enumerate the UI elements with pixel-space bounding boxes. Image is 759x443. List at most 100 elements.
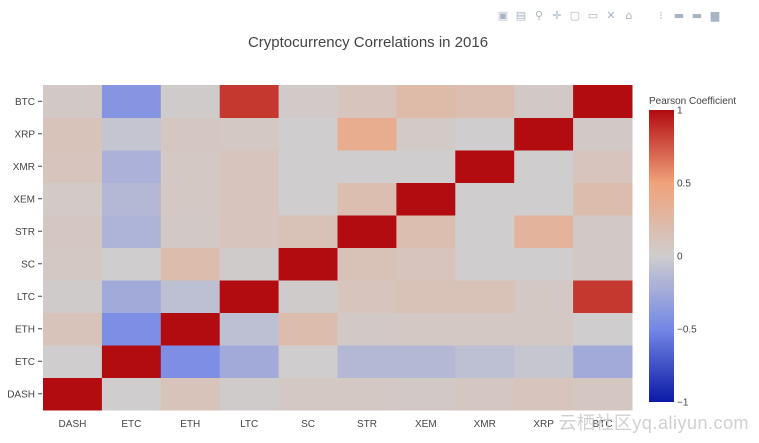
heatmap-cell-dash-xem[interactable] [396,377,456,411]
heatmap-cell-eth-xrp[interactable] [514,312,574,346]
heatmap-cell-btc-xrp[interactable] [514,85,574,118]
heatmap-cell-xem-xem[interactable] [396,182,456,216]
heatmap-cell-ltc-etc[interactable] [101,280,162,313]
autoscale-icon[interactable]: ✕ [606,8,616,22]
heatmap-cell-eth-xem[interactable] [396,312,456,346]
heatmap-cell-dash-etc[interactable] [101,377,162,411]
heatmap-cell-xem-sc[interactable] [278,182,338,216]
heatmap-cell-btc-xem[interactable] [396,85,456,118]
heatmap-cell-etc-eth[interactable] [160,345,221,378]
heatmap-cell-xmr-sc[interactable] [278,150,338,183]
heatmap-cell-btc-btc[interactable] [573,85,633,118]
heatmap-cell-dash-eth[interactable] [160,377,221,411]
heatmap-cell-xmr-dash[interactable] [43,150,103,183]
heatmap-cell-btc-dash[interactable] [43,85,103,118]
heatmap-cell-sc-eth[interactable] [160,247,221,281]
heatmap-cell-eth-etc[interactable] [101,312,162,346]
heatmap-cell-str-xem[interactable] [396,215,456,248]
heatmap-cell-etc-xmr[interactable] [455,345,515,378]
heatmap-cell-xmr-xrp[interactable] [514,150,574,183]
heatmap-cell-etc-btc[interactable] [573,345,633,378]
heatmap-cell-xrp-xmr[interactable] [455,117,515,151]
heatmap-cell-xrp-xem[interactable] [396,117,456,151]
heatmap-cell-xrp-sc[interactable] [278,117,338,151]
heatmap-cell-btc-xmr[interactable] [455,85,515,118]
heatmap-cell-eth-xmr[interactable] [455,312,515,346]
heatmap-cell-str-ltc[interactable] [219,215,280,248]
camera-icon[interactable]: ▣ [497,8,509,22]
heatmap-cell-ltc-btc[interactable] [573,280,633,313]
heatmap-cell-eth-btc[interactable] [573,312,633,346]
heatmap-cell-btc-ltc[interactable] [219,85,280,118]
heatmap-cell-str-eth[interactable] [160,215,221,248]
heatmap-cell-sc-sc[interactable] [278,247,338,281]
heatmap-cell-xmr-str[interactable] [337,150,397,183]
heatmap-cell-dash-btc[interactable] [573,377,633,411]
heatmap-cell-btc-eth[interactable] [160,85,221,118]
heatmap-cell-xem-etc[interactable] [101,182,162,216]
heatmap-cell-xem-str[interactable] [337,182,397,216]
heatmap-cell-xrp-xrp[interactable] [514,117,574,151]
heatmap-cell-etc-etc[interactable] [101,345,162,378]
pan-icon[interactable]: ✛ [552,8,562,22]
heatmap-cell-xmr-xem[interactable] [396,150,456,183]
heatmap-cell-xmr-xmr[interactable] [455,150,515,183]
heatmap-cell-str-etc[interactable] [101,215,162,248]
heatmap-cell-ltc-xem[interactable] [396,280,456,313]
heatmap-cell-sc-etc[interactable] [101,247,162,281]
heatmap-cell-btc-etc[interactable] [101,85,162,118]
heatmap-cell-xrp-dash[interactable] [43,117,103,151]
save-icon[interactable]: ▤ [515,8,527,22]
hover-compare-icon[interactable]: ▬ [691,8,703,22]
heatmap-cell-ltc-xmr[interactable] [455,280,515,313]
heatmap-cell-dash-xmr[interactable] [455,377,515,411]
heatmap-cell-sc-xrp[interactable] [514,247,574,281]
heatmap-cell-eth-str[interactable] [337,312,397,346]
heatmap-cell-dash-ltc[interactable] [219,377,280,411]
heatmap-cell-etc-str[interactable] [337,345,397,378]
heatmap-cell-xrp-btc[interactable] [573,117,633,151]
heatmap-cell-ltc-dash[interactable] [43,280,103,313]
heatmap-cell-ltc-xrp[interactable] [514,280,574,313]
heatmap-cell-etc-sc[interactable] [278,345,338,378]
heatmap-cell-xmr-etc[interactable] [101,150,162,183]
plotly-logo-icon[interactable]: ▆ [710,8,720,22]
heatmap-cell-xmr-btc[interactable] [573,150,633,183]
heatmap-cell-btc-str[interactable] [337,85,397,118]
hover-closest-icon[interactable]: ▬ [673,8,685,22]
heatmap-cell-dash-sc[interactable] [278,377,338,411]
heatmap-cell-sc-dash[interactable] [43,247,103,281]
heatmap-cell-str-dash[interactable] [43,215,103,248]
heatmap-cell-sc-btc[interactable] [573,247,633,281]
heatmap-cell-dash-xrp[interactable] [514,377,574,411]
heatmap-cell-eth-dash[interactable] [43,312,103,346]
heatmap-cell-xrp-etc[interactable] [101,117,162,151]
heatmap-cell-xem-xrp[interactable] [514,182,574,216]
heatmap-cell-xem-ltc[interactable] [219,182,280,216]
heatmap-cell-xem-eth[interactable] [160,182,221,216]
heatmap-cell-sc-str[interactable] [337,247,397,281]
heatmap-cell-eth-eth[interactable] [160,312,221,346]
heatmap-cell-etc-xem[interactable] [396,345,456,378]
heatmap-cell-sc-xem[interactable] [396,247,456,281]
heatmap-cell-str-xrp[interactable] [514,215,574,248]
heatmap-cell-etc-ltc[interactable] [219,345,280,378]
heatmap-cell-xem-xmr[interactable] [455,182,515,216]
heatmap-cell-eth-sc[interactable] [278,312,338,346]
heatmap-cell-str-str[interactable] [337,215,397,248]
reset-axes-icon[interactable]: ⌂ [625,8,633,22]
heatmap-cell-dash-dash[interactable] [43,377,103,411]
heatmap-cell-xmr-eth[interactable] [160,150,221,183]
heatmap-cell-etc-xrp[interactable] [514,345,574,378]
spike-lines-icon[interactable]: ⁝ [659,8,663,22]
heatmap-cell-etc-dash[interactable] [43,345,103,378]
heatmap-cell-str-xmr[interactable] [455,215,515,248]
heatmap-cell-ltc-str[interactable] [337,280,397,313]
heatmap-cell-xrp-eth[interactable] [160,117,221,151]
lasso-icon[interactable]: ▭ [587,8,599,22]
heatmap-cell-xrp-str[interactable] [337,117,397,151]
heatmap-cell-ltc-sc[interactable] [278,280,338,313]
heatmap-cell-str-sc[interactable] [278,215,338,248]
heatmap-cell-ltc-ltc[interactable] [219,280,280,313]
heatmap-cell-xmr-ltc[interactable] [219,150,280,183]
